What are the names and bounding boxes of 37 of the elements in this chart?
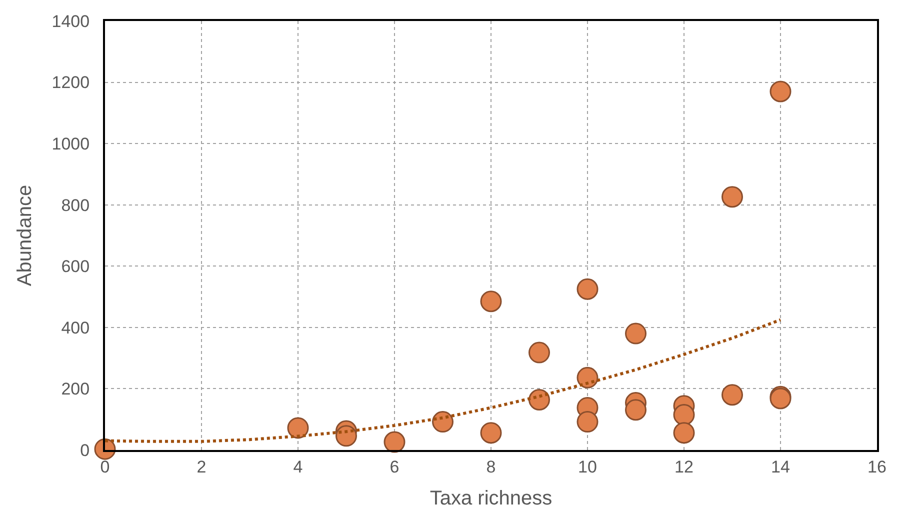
x-tick-label: 16 [868, 457, 886, 476]
y-tick-label: 200 [61, 380, 90, 399]
y-tick-label: 400 [61, 318, 90, 338]
y-axis-title: Abundance [14, 184, 36, 286]
point [625, 322, 646, 344]
x-tick-label: 14 [771, 457, 790, 476]
x-tick-label: 10 [578, 457, 597, 476]
x-tick-label: 12 [674, 457, 694, 476]
x-tick-label: 8 [486, 457, 496, 476]
point [673, 404, 695, 426]
point [528, 342, 550, 364]
point [625, 399, 646, 421]
y-tick-label: 1200 [52, 73, 90, 92]
x-axis-title: Taxa richness [430, 487, 552, 510]
point [336, 425, 357, 447]
y-tick-label: 1400 [52, 12, 90, 31]
y-tick-label: 600 [61, 257, 90, 276]
point [528, 389, 550, 410]
point [770, 80, 792, 102]
x-tick-label: 6 [390, 457, 400, 476]
point [673, 422, 695, 444]
y-tick-label: 800 [61, 196, 90, 215]
x-tick-label: 4 [293, 457, 303, 476]
point [576, 366, 598, 388]
point [576, 278, 598, 300]
y-tick-label: 0 [80, 440, 90, 460]
y-tick-label: 1000 [52, 134, 90, 154]
x-tick-label: 0 [100, 457, 110, 476]
point [722, 186, 743, 208]
point [722, 384, 743, 406]
point [576, 411, 598, 433]
point [384, 431, 406, 453]
point [432, 411, 454, 433]
point [480, 290, 502, 312]
point [287, 417, 309, 439]
x-tick-label: 2 [196, 457, 206, 476]
point [480, 422, 502, 444]
